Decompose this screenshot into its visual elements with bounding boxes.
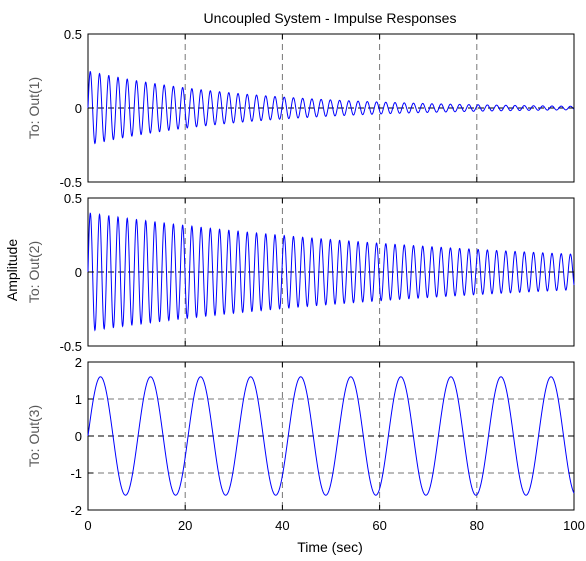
y-tick-label: -0.5 [60,339,82,354]
y-axis-label: Amplitude [4,239,20,301]
subplot-1: 0.5 0 -0.5 To: Out(1) [26,27,575,190]
y-tick-label: 0.5 [64,191,82,206]
series-line-out2 [87,212,575,332]
x-tick-label: 60 [372,518,386,533]
y-tick-label: 0 [75,429,82,444]
subplot-3: 2 1 0 -1 -2 To: Out(3) [26,355,575,518]
subplot-panels: 0.50-0.5To: Out(1)0.50-0.5To: Out(2)210-… [26,27,585,533]
y-tick-label: 0.5 [64,27,82,42]
y-tick-label: -0.5 [60,175,82,190]
chart-title: Uncoupled System - Impulse Responses [204,10,457,26]
x-tick-label: 40 [275,518,289,533]
y-tick-label: 0 [75,101,82,116]
x-axis-label: Time (sec) [297,539,363,555]
x-tick-label: 80 [470,518,484,533]
x-tick-label: 100 [563,518,585,533]
y-tick-label: 2 [75,355,82,370]
x-tick-label: 20 [178,518,192,533]
y-tick-label: 1 [75,392,82,407]
subplot-2: 0.5 0 -0.5 To: Out(2) [26,191,575,354]
y-tick-label: -2 [70,503,82,518]
row-label: To: Out(1) [26,77,42,139]
series-line-out1 [87,70,575,145]
row-label: To: Out(3) [26,405,42,467]
series-line-out3 [87,376,575,496]
y-tick-label: 0 [75,265,82,280]
x-tick-label: 0 [84,518,91,533]
row-label: To: Out(2) [26,241,42,303]
y-tick-label: -1 [70,466,82,481]
